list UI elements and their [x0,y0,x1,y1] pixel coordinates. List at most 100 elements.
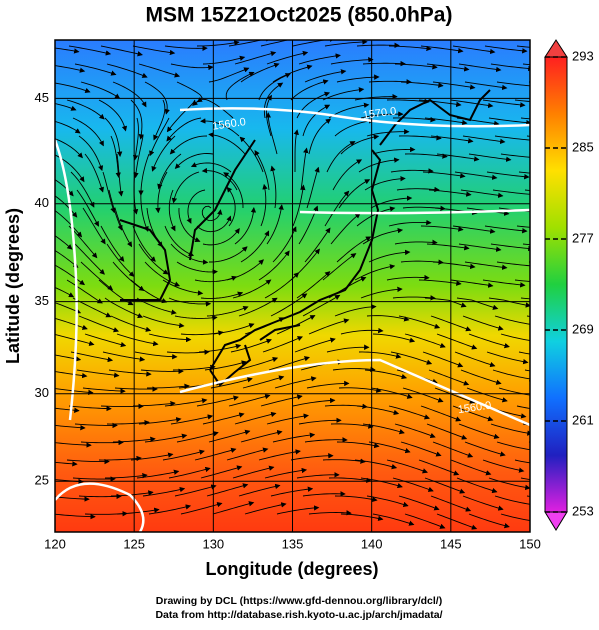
streamline [228,393,271,407]
contour-label: 1560.0 [457,400,492,417]
streamline [206,305,249,317]
plot-frame [54,39,531,533]
streamline [196,97,234,119]
streamline [104,117,123,158]
streamline [302,491,346,497]
streamline [400,441,442,457]
streamline [55,496,90,502]
streamline [450,99,494,109]
streamline [450,459,492,476]
x-axis-label: Longitude (degrees) [205,559,378,579]
streamline [174,484,217,497]
streamline [394,239,438,246]
streamline [362,423,405,435]
streamline [172,364,216,371]
streamline [372,513,415,526]
streamline [76,369,120,378]
streamline [298,53,341,65]
streamline [452,45,496,55]
colorbar [544,56,568,513]
streamline [132,400,176,407]
streamline [68,45,112,56]
colorbar-tick-label: 253 [572,503,594,518]
streamline [462,495,504,511]
streamline [226,259,264,281]
streamline [84,153,104,193]
streamline [516,225,530,228]
streamline [360,286,403,299]
streamline [55,210,83,238]
streamline [468,153,512,162]
streamline [422,351,464,368]
streamline [370,387,413,399]
streamline [186,189,206,224]
streamline [78,493,122,500]
streamline [482,279,526,288]
streamline [432,261,476,270]
streamline [302,104,331,137]
streamline [201,167,238,191]
streamline [420,225,464,232]
streamline [326,141,356,173]
streamline [74,422,118,429]
streamline [436,153,480,162]
streamline [334,304,377,317]
streamline [388,45,432,52]
streamline [55,82,91,94]
streamline [426,243,470,251]
footer-line: Data from http://database.rish.kyoto-u.a… [155,609,442,621]
streamline [133,135,144,179]
streamline [458,63,502,73]
streamline [225,71,255,101]
streamline [462,315,504,331]
streamline [324,190,350,227]
streamline [392,116,436,123]
streamline [324,40,368,47]
streamline [260,40,303,47]
streamline [168,466,211,479]
streamline [170,243,209,265]
streamline [464,81,508,91]
streamline [132,45,176,56]
streamline [166,117,202,142]
streamline [114,207,133,248]
streamline [202,412,245,425]
streamline [66,99,105,120]
x-tick-label: 120 [44,536,66,551]
streamline [153,99,166,141]
streamline [55,317,88,330]
streamline [496,441,530,451]
streamline [458,243,502,252]
streamline [266,204,284,245]
streamline [396,186,440,193]
streamline [330,423,374,429]
streamline [258,449,301,461]
streamline [486,351,529,365]
streamline [276,505,320,515]
streamline [358,157,400,173]
streamline [234,207,257,245]
streamline [484,45,528,54]
streamline [80,439,124,446]
streamline [84,333,127,348]
streamline [390,168,434,174]
streamline [466,387,508,403]
colorbar-tick-label: 285 [572,139,594,154]
streamline [434,387,476,404]
streamline [226,186,236,227]
streamline [362,60,406,67]
streamline [74,63,117,76]
streamline [372,333,416,343]
streamline [155,171,168,214]
streamline [398,495,440,511]
streamline [260,394,303,407]
streamline [294,337,336,353]
streamline [402,387,444,403]
streamline [424,117,468,126]
streamline [494,315,530,325]
streamline [270,165,277,209]
streamline [366,315,410,322]
x-tick-label: 140 [361,536,383,551]
streamline [82,387,126,394]
